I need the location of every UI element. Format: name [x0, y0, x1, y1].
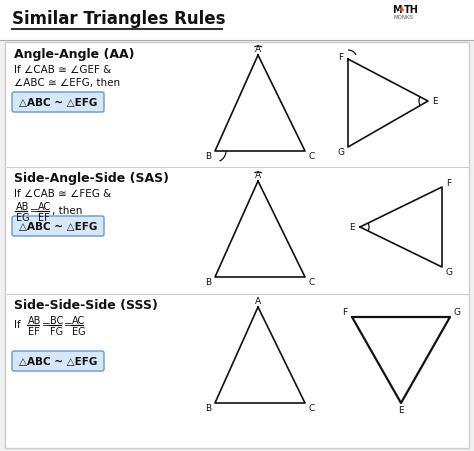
- Text: Side-Angle-Side (SAS): Side-Angle-Side (SAS): [14, 172, 169, 184]
- Bar: [0, 0, 474, 42]
- Text: A: A: [255, 297, 261, 306]
- Text: EG: EG: [16, 212, 29, 222]
- Text: △ABC ~ △EFG: △ABC ~ △EFG: [19, 98, 97, 108]
- Text: B: B: [205, 152, 211, 161]
- Text: C: C: [309, 404, 315, 413]
- Text: B: B: [205, 404, 211, 413]
- Text: ∠ABC ≅ ∠EFG, then: ∠ABC ≅ ∠EFG, then: [14, 78, 120, 88]
- Text: BC: BC: [50, 315, 64, 325]
- Text: A: A: [255, 171, 261, 180]
- Text: ▲: ▲: [399, 5, 404, 11]
- Text: EF: EF: [28, 326, 40, 336]
- Text: AB: AB: [16, 202, 29, 212]
- Text: AB: AB: [28, 315, 41, 325]
- Text: E: E: [349, 223, 355, 232]
- Text: Angle-Angle (AA): Angle-Angle (AA): [14, 48, 135, 61]
- Text: AC: AC: [38, 202, 51, 212]
- Text: F: F: [338, 52, 344, 61]
- Text: C: C: [309, 152, 315, 161]
- Text: △ABC ~ △EFG: △ABC ~ △EFG: [19, 221, 97, 231]
- Text: G: G: [337, 148, 345, 157]
- Text: =: =: [64, 319, 73, 329]
- Text: A: A: [255, 46, 261, 55]
- Text: =: =: [42, 319, 51, 329]
- Text: FG: FG: [50, 326, 63, 336]
- Text: M: M: [392, 5, 401, 15]
- Text: F: F: [447, 179, 452, 188]
- Text: C: C: [309, 278, 315, 287]
- Text: △ABC ~ △EFG: △ABC ~ △EFG: [19, 356, 97, 366]
- Bar: [5, 43, 469, 448]
- FancyBboxPatch shape: [12, 216, 104, 236]
- Text: E: E: [432, 97, 438, 106]
- Text: Similar Triangles Rules: Similar Triangles Rules: [12, 10, 226, 28]
- Text: If ∠CAB ≅ ∠FEG &: If ∠CAB ≅ ∠FEG &: [14, 189, 111, 198]
- Text: EG: EG: [72, 326, 86, 336]
- Text: MONKS: MONKS: [394, 15, 414, 20]
- Text: TH: TH: [404, 5, 419, 15]
- Text: , then: , then: [52, 206, 82, 216]
- Text: G: G: [454, 308, 461, 317]
- FancyBboxPatch shape: [12, 351, 104, 371]
- Text: If ∠CAB ≅ ∠GEF &: If ∠CAB ≅ ∠GEF &: [14, 65, 111, 75]
- Text: AC: AC: [72, 315, 85, 325]
- Text: E: E: [398, 405, 404, 414]
- Text: EF: EF: [38, 212, 50, 222]
- Text: B: B: [205, 278, 211, 287]
- Text: F: F: [342, 308, 347, 317]
- Text: G: G: [446, 268, 453, 277]
- Text: If: If: [14, 319, 24, 329]
- Text: Side-Side-Side (SSS): Side-Side-Side (SSS): [14, 299, 158, 311]
- FancyBboxPatch shape: [12, 93, 104, 113]
- Text: =: =: [30, 206, 39, 216]
